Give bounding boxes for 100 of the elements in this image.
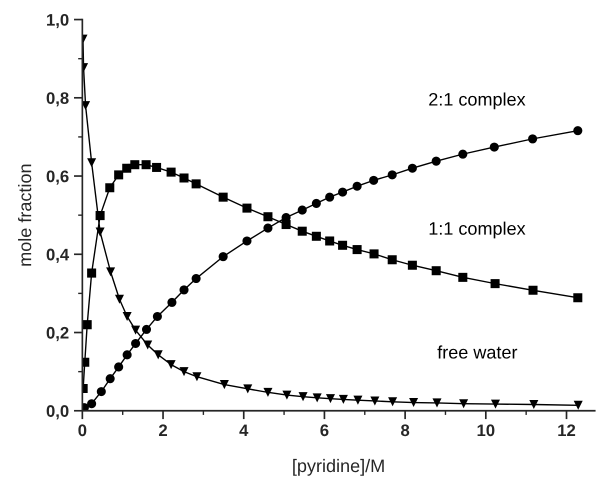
point bbox=[192, 274, 201, 284]
y-tick-label: 0,8 bbox=[46, 92, 69, 106]
point bbox=[458, 272, 468, 282]
x-tick-label: 0 bbox=[78, 424, 86, 436]
point bbox=[325, 192, 334, 202]
point bbox=[167, 298, 176, 307]
point bbox=[87, 399, 96, 408]
point bbox=[82, 101, 90, 110]
point bbox=[114, 170, 124, 180]
point bbox=[529, 400, 538, 410]
point bbox=[152, 312, 162, 321]
point bbox=[192, 372, 202, 382]
point bbox=[490, 400, 500, 409]
point bbox=[87, 158, 96, 168]
point bbox=[192, 179, 201, 188]
y-axis-title: mole fraction bbox=[18, 164, 32, 266]
y-tick-label: 0,6 bbox=[46, 170, 69, 185]
point bbox=[490, 142, 499, 152]
point bbox=[243, 384, 252, 394]
point bbox=[370, 249, 379, 258]
point bbox=[408, 260, 417, 270]
x-tick-label: 2 bbox=[158, 424, 168, 436]
y-tick-label: 0,0 bbox=[46, 405, 68, 420]
point bbox=[106, 267, 116, 276]
point bbox=[114, 362, 124, 372]
y-tick-label: 1,0 bbox=[47, 14, 68, 28]
point bbox=[370, 396, 380, 406]
point bbox=[131, 338, 140, 348]
point bbox=[180, 173, 189, 183]
point bbox=[180, 367, 189, 376]
point bbox=[105, 183, 114, 192]
point bbox=[338, 394, 348, 404]
point bbox=[82, 320, 92, 330]
point bbox=[325, 236, 334, 246]
point bbox=[180, 285, 189, 294]
point bbox=[96, 211, 105, 220]
point bbox=[353, 396, 362, 405]
point bbox=[263, 212, 272, 222]
point bbox=[298, 226, 307, 236]
point bbox=[338, 240, 348, 250]
x-tick-label: 4 bbox=[239, 424, 248, 436]
point bbox=[87, 268, 96, 278]
point bbox=[122, 164, 132, 173]
point bbox=[122, 312, 132, 321]
point bbox=[96, 387, 106, 396]
point bbox=[282, 390, 292, 400]
point bbox=[166, 168, 176, 177]
point bbox=[574, 400, 583, 410]
point bbox=[312, 232, 321, 241]
y-tick-label: 0,4 bbox=[46, 248, 70, 263]
point bbox=[459, 399, 468, 408]
point bbox=[432, 156, 441, 166]
point bbox=[338, 188, 348, 197]
series-label: 1:1 complex bbox=[430, 222, 526, 238]
point bbox=[528, 134, 538, 144]
point bbox=[142, 160, 151, 170]
point bbox=[312, 393, 322, 402]
point bbox=[409, 398, 418, 408]
text: free water bbox=[437, 345, 518, 359]
point bbox=[106, 374, 115, 384]
point bbox=[152, 162, 162, 172]
point bbox=[263, 224, 272, 233]
point bbox=[166, 360, 176, 370]
point bbox=[154, 350, 163, 360]
point bbox=[298, 206, 307, 215]
point bbox=[122, 350, 132, 360]
point bbox=[432, 266, 441, 276]
point bbox=[326, 394, 335, 404]
point bbox=[131, 326, 140, 335]
x-tick-label: 8 bbox=[401, 424, 410, 436]
y-tick-label: 0,2 bbox=[46, 326, 68, 342]
point bbox=[528, 286, 538, 295]
point bbox=[218, 192, 228, 202]
x-tick-label: 10 bbox=[478, 424, 494, 436]
point bbox=[263, 388, 272, 397]
point bbox=[142, 324, 152, 334]
point bbox=[369, 176, 378, 185]
point bbox=[242, 204, 252, 213]
point bbox=[388, 170, 397, 180]
point bbox=[408, 164, 417, 173]
point bbox=[143, 340, 152, 350]
point bbox=[242, 236, 252, 246]
point bbox=[573, 293, 582, 302]
point bbox=[490, 279, 500, 288]
point bbox=[312, 198, 321, 208]
point bbox=[298, 392, 308, 402]
point bbox=[388, 397, 398, 406]
x-axis-title: [pyridine]/M bbox=[293, 458, 384, 476]
point bbox=[388, 255, 397, 264]
point bbox=[352, 182, 362, 191]
series-label: 2:1 complex bbox=[429, 92, 526, 110]
point bbox=[114, 294, 124, 304]
point bbox=[458, 150, 468, 159]
point bbox=[432, 398, 442, 408]
point bbox=[220, 380, 229, 390]
point bbox=[130, 160, 140, 170]
point bbox=[573, 126, 582, 136]
x-tick-label: 12 bbox=[558, 424, 576, 436]
point bbox=[218, 252, 228, 262]
point bbox=[352, 245, 362, 254]
